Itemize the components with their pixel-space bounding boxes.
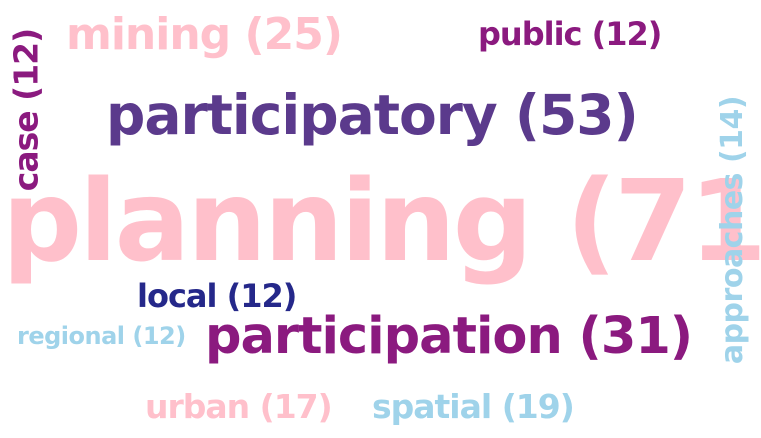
word-spatial: spatial (19) <box>372 387 575 426</box>
word-participatory: participatory (53) <box>106 83 639 147</box>
word-participation: participation (31) <box>205 307 693 366</box>
word-planning: planning (71) <box>2 157 761 287</box>
word-local: local (12) <box>137 277 297 315</box>
word-regional: regional (12) <box>17 322 186 350</box>
word-approaches: approaches (14) <box>715 95 750 365</box>
word-mining: mining (25) <box>66 9 343 60</box>
word-urban: urban (17) <box>145 387 333 426</box>
word-case: case (12) <box>6 28 46 192</box>
word-public: public (12) <box>478 15 662 53</box>
